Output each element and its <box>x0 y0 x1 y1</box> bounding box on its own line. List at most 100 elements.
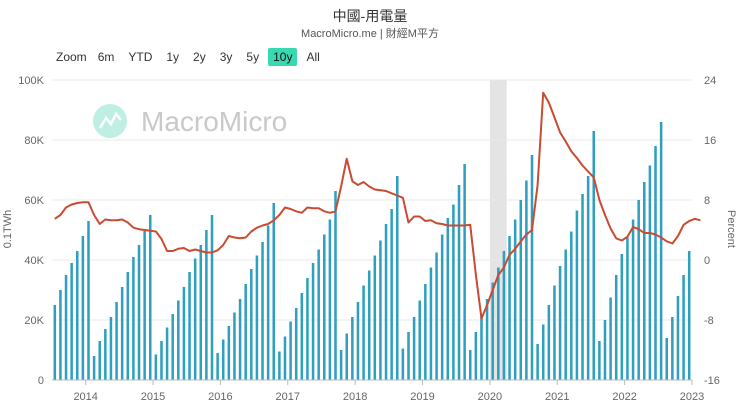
bar <box>227 326 231 380</box>
bar <box>87 221 90 380</box>
bar <box>440 234 444 380</box>
bar <box>671 317 674 380</box>
zoom-3y-button[interactable]: 3y <box>219 50 233 64</box>
bar <box>165 327 169 380</box>
bar <box>401 348 405 380</box>
axes-layer: 0 -16 20K -8 40K 0 60K 8 80K 16 100K 24 2014 2015 2016… <box>18 75 720 403</box>
zoom-5y-button[interactable]: 5y <box>246 50 260 64</box>
bar <box>76 251 79 380</box>
y-left-tick-label: 20K <box>24 315 44 327</box>
bar <box>603 320 607 380</box>
bar <box>536 344 539 380</box>
bar <box>575 210 579 380</box>
zoom-all-button[interactable]: All <box>306 50 320 64</box>
bar <box>70 263 73 380</box>
bar <box>339 350 343 380</box>
y-left-tick-label: 100K <box>18 75 44 87</box>
x-tick-label: 2016 <box>208 391 232 403</box>
zoom-bar: Zoom 6m YTD 1y 2y 3y 5y 10y All <box>56 48 329 66</box>
bar <box>193 258 197 380</box>
bar <box>132 257 135 380</box>
bar <box>266 225 270 380</box>
bar <box>182 287 186 380</box>
bar <box>502 251 506 380</box>
bar <box>261 242 264 380</box>
bar <box>345 333 348 380</box>
y-right-tick-label: 24 <box>704 75 716 87</box>
zoom-1y-button[interactable]: 1y <box>166 50 180 64</box>
bar <box>463 164 466 380</box>
bar <box>171 314 174 380</box>
y-left-tick-label: 80K <box>24 135 44 147</box>
x-tick-label: 2020 <box>478 391 502 403</box>
bar <box>244 284 247 380</box>
shaded-period <box>489 80 507 380</box>
bar <box>643 182 646 380</box>
line-series <box>54 91 701 320</box>
bar <box>412 317 416 380</box>
y-right-tick-label: 16 <box>704 135 716 147</box>
y-right-tick-label: 0 <box>704 255 710 267</box>
bar <box>64 275 68 380</box>
bar <box>328 219 332 380</box>
bar <box>570 231 573 380</box>
zoom-2y-button[interactable]: 2y <box>193 50 206 64</box>
bar <box>143 230 146 380</box>
bar <box>586 176 590 380</box>
bar <box>620 254 624 380</box>
bar <box>390 209 393 380</box>
bar <box>278 351 281 380</box>
watermark: MacroMicro <box>93 104 287 138</box>
bar <box>177 300 180 380</box>
bar <box>508 236 511 380</box>
x-tick-label: 2023 <box>680 391 704 403</box>
bar <box>300 293 304 380</box>
bar <box>255 255 259 380</box>
watermark-logo-mark <box>98 111 122 129</box>
y-right-axis-title: Percent <box>725 210 737 248</box>
zoom-6m-button[interactable]: 6m <box>97 50 115 64</box>
bar <box>513 219 517 380</box>
y-left-tick-label: 40K <box>24 255 44 267</box>
x-tick-label: 2021 <box>545 391 569 403</box>
bar <box>525 180 528 380</box>
bar <box>497 267 500 380</box>
bar <box>609 297 612 380</box>
bar <box>457 185 461 380</box>
bar <box>541 324 545 380</box>
bar <box>289 321 292 380</box>
y-left-tick-label: 0 <box>38 375 44 387</box>
chart-title: 中國-用電量 <box>332 8 408 24</box>
zoom-ytd-button[interactable]: YTD <box>128 50 153 64</box>
bar <box>205 230 208 380</box>
bar <box>384 224 388 380</box>
bar <box>294 308 298 380</box>
bar <box>104 329 107 380</box>
bar <box>491 282 494 380</box>
y-right-tick-label: -16 <box>704 375 720 387</box>
bar <box>283 336 287 380</box>
bar <box>311 263 315 380</box>
bar <box>631 219 635 380</box>
x-tick-label: 2019 <box>410 391 434 403</box>
bar <box>115 302 118 380</box>
bar <box>581 194 584 380</box>
bar <box>137 245 141 380</box>
bar <box>109 317 113 380</box>
bar-series <box>53 122 691 380</box>
bar <box>160 341 163 380</box>
bar <box>148 215 152 380</box>
bar <box>216 353 219 380</box>
bar <box>53 305 57 380</box>
x-tick-label: 2015 <box>141 391 165 403</box>
zoom-10y-button[interactable]: 10y <box>268 48 298 66</box>
bar <box>126 272 130 380</box>
bar <box>547 305 551 380</box>
bar <box>199 245 203 380</box>
bar <box>452 204 455 380</box>
bar <box>626 237 629 380</box>
yoy-line <box>54 91 701 320</box>
bar <box>334 191 337 380</box>
bar <box>373 255 377 380</box>
